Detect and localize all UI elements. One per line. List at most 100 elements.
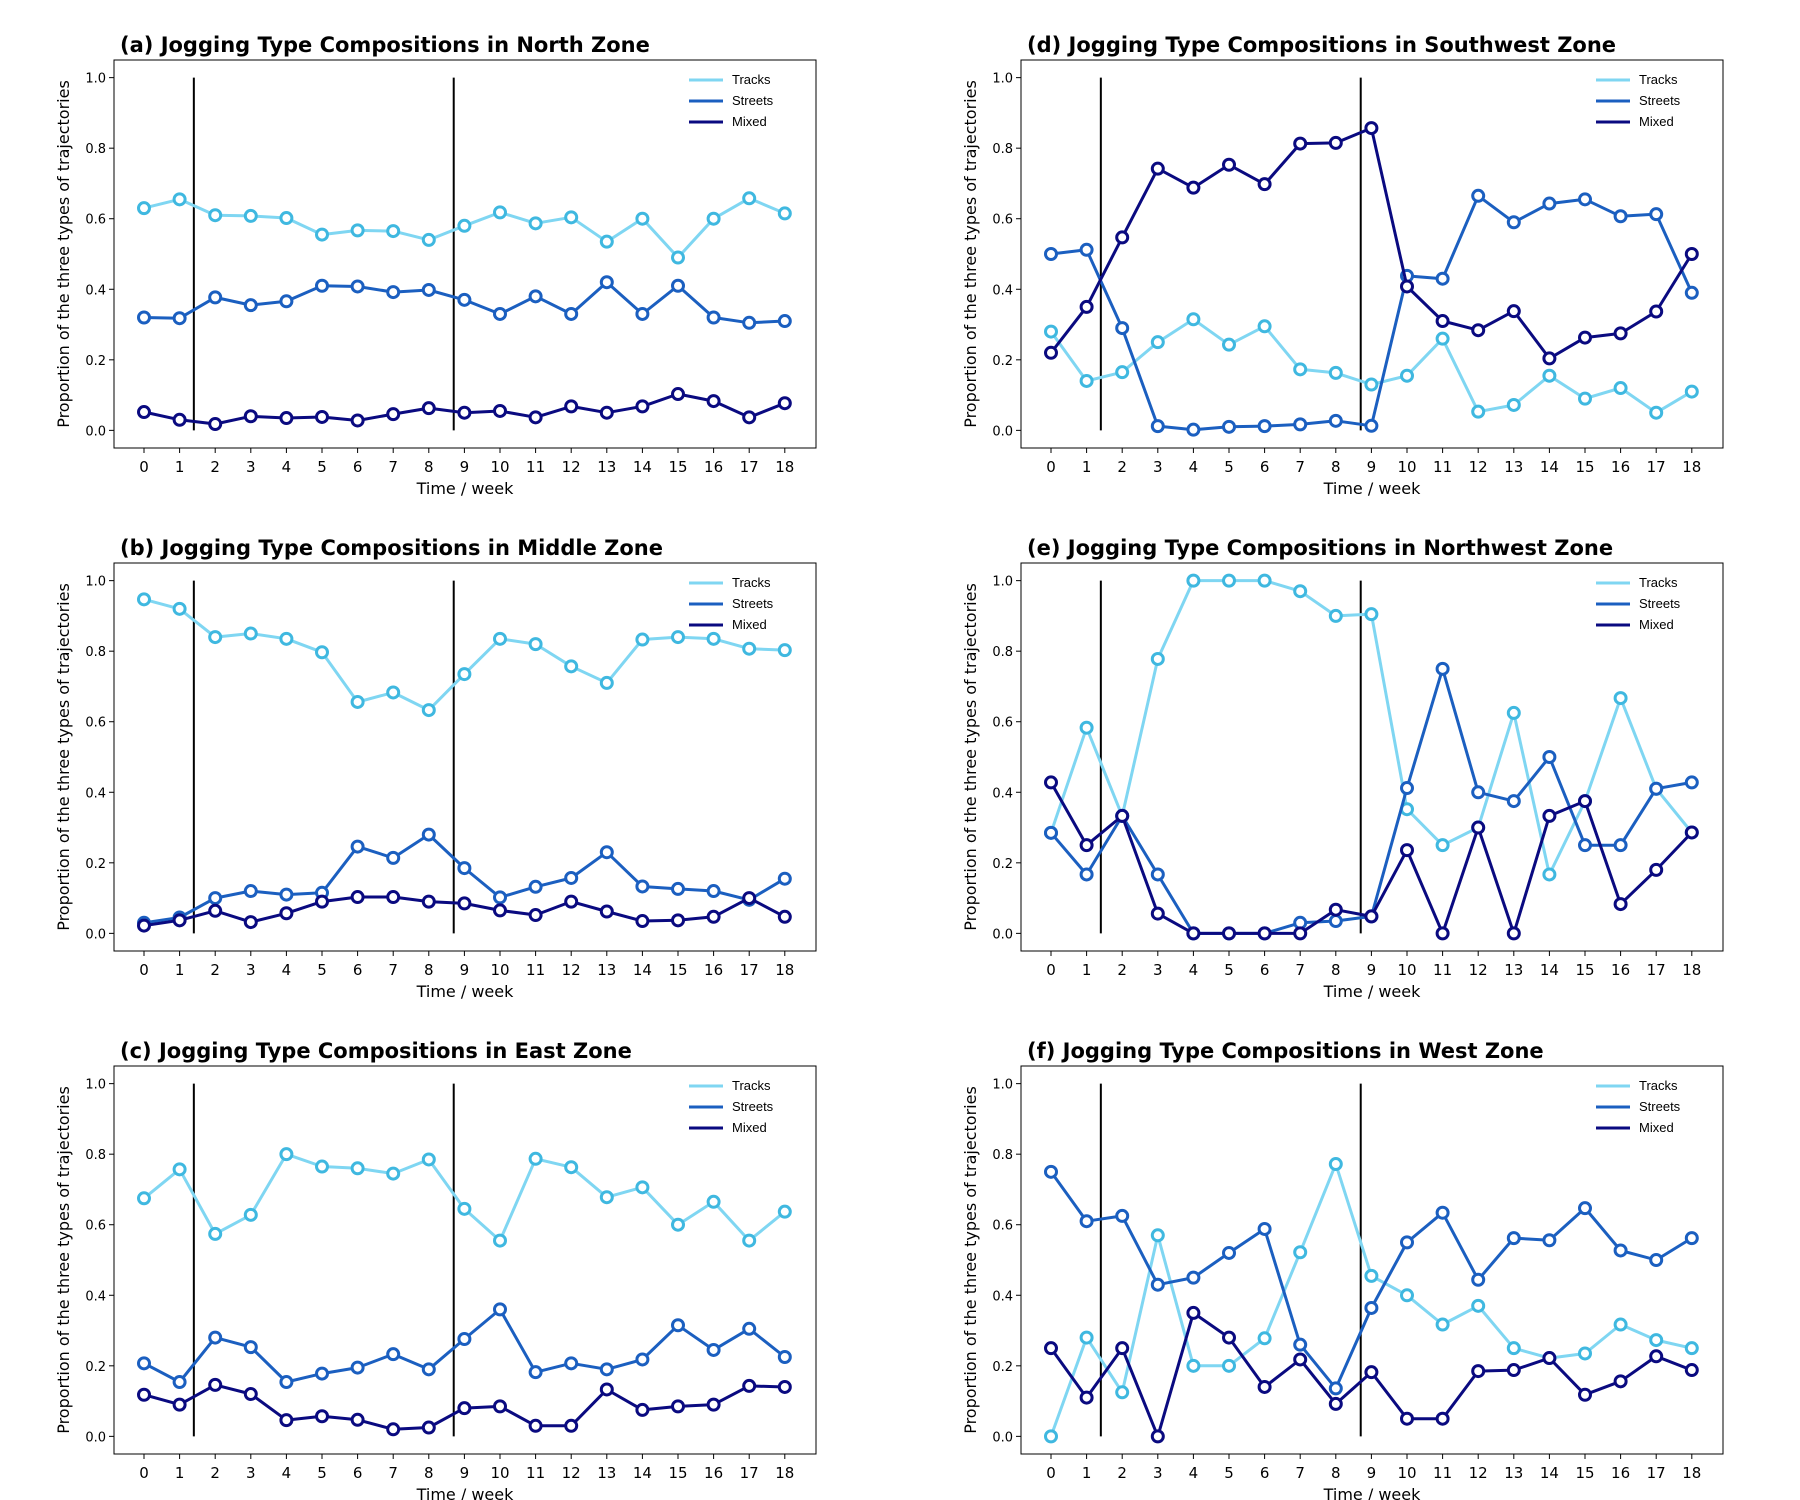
- x-tick-label: 2: [1117, 961, 1127, 979]
- data-point-mixed: [635, 1402, 650, 1417]
- data-point-tracks: [1186, 573, 1201, 588]
- y-tick-label: 0.8: [992, 645, 1013, 660]
- x-tick-label: 5: [1224, 458, 1234, 476]
- data-point-streets: [1542, 750, 1557, 764]
- data-point-mixed: [315, 409, 329, 424]
- x-axis-label: Time / week: [416, 1485, 514, 1500]
- data-point-mixed: [1578, 1387, 1592, 1402]
- data-point-mixed: [1328, 1396, 1343, 1411]
- data-point-mixed: [1506, 926, 1521, 941]
- y-tick-label: 0.2: [992, 857, 1013, 872]
- data-point-mixed: [208, 1377, 223, 1392]
- data-point-tracks: [172, 192, 187, 207]
- x-tick-label: 4: [282, 458, 292, 476]
- data-point-mixed: [671, 1399, 685, 1414]
- data-point-tracks: [528, 637, 543, 652]
- data-point-tracks: [1435, 838, 1450, 853]
- chart-title: (e) Jogging Type Compositions in Northwe…: [1027, 536, 1613, 560]
- x-tick-label: 16: [1611, 1464, 1630, 1482]
- panel-title-text: Jogging Type Compositions in Northwest Z…: [1066, 536, 1613, 560]
- x-tick-label: 1: [175, 961, 185, 979]
- y-tick-label: 0.2: [85, 354, 106, 369]
- data-point-mixed: [599, 1382, 614, 1397]
- data-point-mixed: [1364, 121, 1379, 136]
- series-line-mixed: [1049, 126, 1694, 360]
- data-point-mixed: [742, 410, 757, 425]
- x-tick-label: 5: [317, 458, 327, 476]
- data-point-tracks: [599, 1190, 614, 1205]
- chart-panel-e: (e) Jogging Type Compositions in Northwe…: [961, 536, 1724, 1001]
- data-point-mixed: [1079, 1390, 1094, 1405]
- x-tick-label: 7: [388, 961, 398, 979]
- panel-letter: (b): [120, 536, 154, 560]
- data-point-streets: [528, 879, 543, 894]
- data-point-tracks: [386, 224, 401, 239]
- data-point-mixed: [635, 399, 650, 414]
- data-point-mixed: [1115, 230, 1130, 245]
- data-point-mixed: [1186, 1305, 1201, 1320]
- y-tick-label: 1.0: [992, 575, 1013, 590]
- data-point-streets: [243, 1340, 258, 1355]
- y-axis-label: Proportion of the three types of traject…: [54, 80, 73, 428]
- x-tick-label: 5: [317, 1464, 327, 1482]
- data-point-mixed: [1044, 775, 1058, 790]
- x-tick-label: 11: [526, 961, 545, 979]
- data-point-tracks: [350, 1161, 365, 1176]
- data-point-tracks: [1079, 1330, 1094, 1345]
- x-tick-label: 7: [1295, 458, 1305, 476]
- x-tick-label: 13: [597, 1464, 616, 1482]
- data-point-streets: [777, 1350, 792, 1364]
- data-point-mixed: [1186, 926, 1201, 941]
- data-point-tracks: [671, 250, 685, 265]
- data-point-streets: [1578, 1201, 1592, 1216]
- data-point-streets: [564, 870, 579, 885]
- x-tick-label: 11: [1433, 961, 1452, 979]
- data-point-mixed: [350, 413, 365, 428]
- x-axis-label: Time / week: [1323, 982, 1421, 1001]
- data-point-tracks: [528, 216, 543, 231]
- data-point-mixed: [315, 1409, 329, 1424]
- y-tick-label: 0.2: [85, 1360, 106, 1375]
- data-point-mixed: [493, 403, 507, 418]
- data-point-tracks: [706, 211, 721, 226]
- panel-letter: (d): [1027, 33, 1061, 57]
- data-point-mixed: [1044, 1341, 1058, 1356]
- data-point-streets: [742, 1321, 757, 1336]
- data-point-streets: [1506, 1231, 1521, 1246]
- y-tick-label: 0.6: [85, 716, 106, 731]
- data-point-streets: [1044, 825, 1058, 840]
- data-point-streets: [386, 850, 401, 865]
- data-point-tracks: [421, 232, 436, 247]
- axes-frame: [113, 562, 817, 952]
- x-tick-label: 4: [1189, 1464, 1199, 1482]
- x-tick-label: 1: [1082, 458, 1092, 476]
- data-point-mixed: [1435, 1411, 1450, 1426]
- x-tick-label: 12: [1469, 961, 1488, 979]
- data-point-mixed: [1471, 820, 1486, 835]
- data-point-tracks: [315, 1159, 329, 1174]
- data-point-mixed: [386, 1422, 401, 1437]
- data-point-mixed: [1364, 909, 1379, 924]
- data-point-streets: [1115, 321, 1130, 336]
- legend-label: Mixed: [1639, 1120, 1674, 1135]
- x-tick-label: 6: [1260, 961, 1270, 979]
- data-point-tracks: [1684, 1341, 1699, 1356]
- data-point-mixed: [208, 903, 223, 918]
- data-point-streets: [1400, 1235, 1414, 1250]
- data-point-mixed: [421, 1420, 436, 1435]
- data-point-mixed: [172, 913, 187, 928]
- series-line-tracks: [143, 1152, 786, 1243]
- data-point-tracks: [742, 641, 757, 656]
- data-point-streets: [1613, 1243, 1628, 1258]
- data-point-tracks: [1222, 573, 1236, 588]
- data-point-tracks: [671, 630, 685, 645]
- x-tick-label: 10: [490, 458, 509, 476]
- y-tick-label: 1.0: [85, 1078, 106, 1093]
- data-point-streets: [386, 285, 401, 300]
- x-tick-label: 11: [1433, 458, 1452, 476]
- data-point-mixed: [1613, 1374, 1628, 1389]
- y-tick-label: 0.0: [85, 424, 106, 439]
- panel-title-text: Jogging Type Compositions in West Zone: [1061, 1039, 1544, 1063]
- data-point-streets: [315, 1366, 329, 1381]
- x-tick-label: 17: [1647, 961, 1666, 979]
